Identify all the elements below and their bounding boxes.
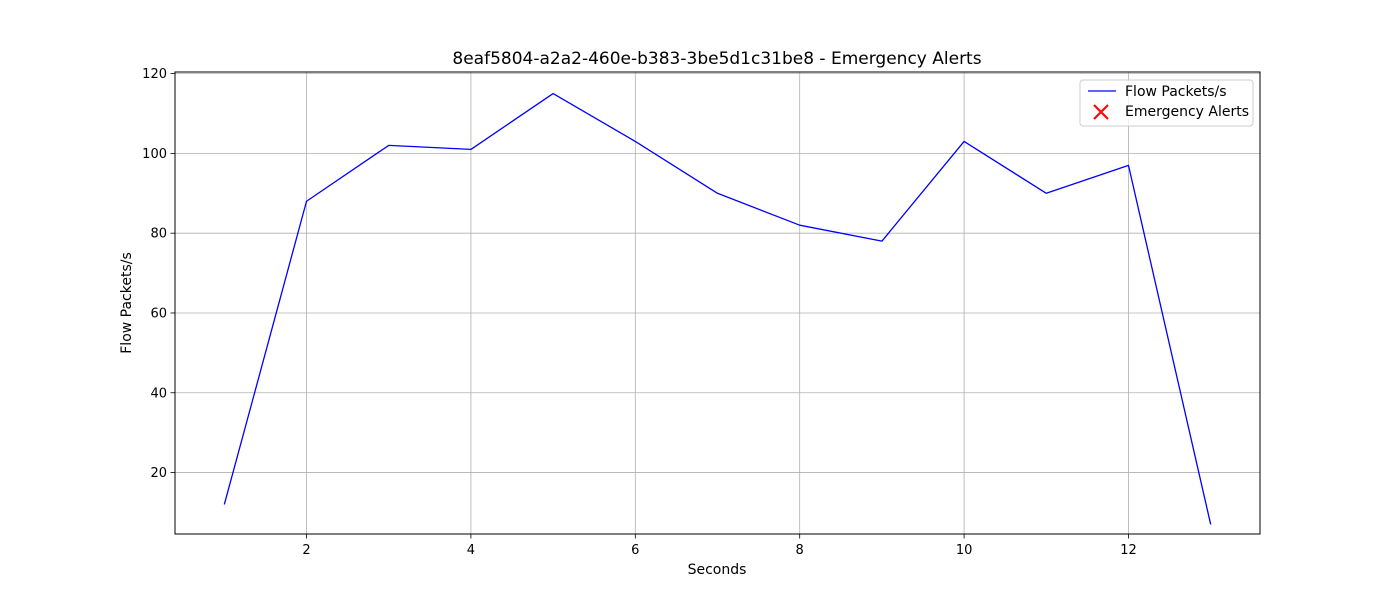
y-tick-label: 120 xyxy=(142,67,167,82)
chart-title: 8eaf5804-a2a2-460e-b383-3be5d1c31be8 - E… xyxy=(452,49,981,69)
legend: Flow Packets/s Emergency Alerts xyxy=(1080,80,1253,126)
y-axis-label: Flow Packets/s xyxy=(119,252,135,354)
x-tick-label: 8 xyxy=(796,543,804,558)
legend-label-flow-packets: Flow Packets/s xyxy=(1125,84,1227,100)
legend-label-emergency-alerts: Emergency Alerts xyxy=(1125,104,1249,120)
y-tick-label: 60 xyxy=(150,306,167,321)
y-axis-ticks: 20 40 60 80 100 120 xyxy=(142,67,175,481)
series-line-flow-packets xyxy=(224,94,1210,525)
plot-frame xyxy=(175,72,1260,534)
x-tick-label: 10 xyxy=(956,543,973,558)
y-tick-label: 100 xyxy=(142,147,167,162)
x-axis-label: Seconds xyxy=(688,562,747,578)
y-tick-label: 40 xyxy=(150,386,167,401)
y-tick-label: 80 xyxy=(150,227,167,242)
y-tick-label: 20 xyxy=(150,466,167,481)
series-lines xyxy=(224,94,1210,525)
x-tick-label: 2 xyxy=(302,543,310,558)
x-axis-ticks: 2 4 6 8 10 12 xyxy=(302,534,1136,558)
x-tick-label: 12 xyxy=(1120,543,1137,558)
grid xyxy=(175,72,1260,534)
x-tick-label: 6 xyxy=(631,543,639,558)
x-tick-label: 4 xyxy=(467,543,475,558)
